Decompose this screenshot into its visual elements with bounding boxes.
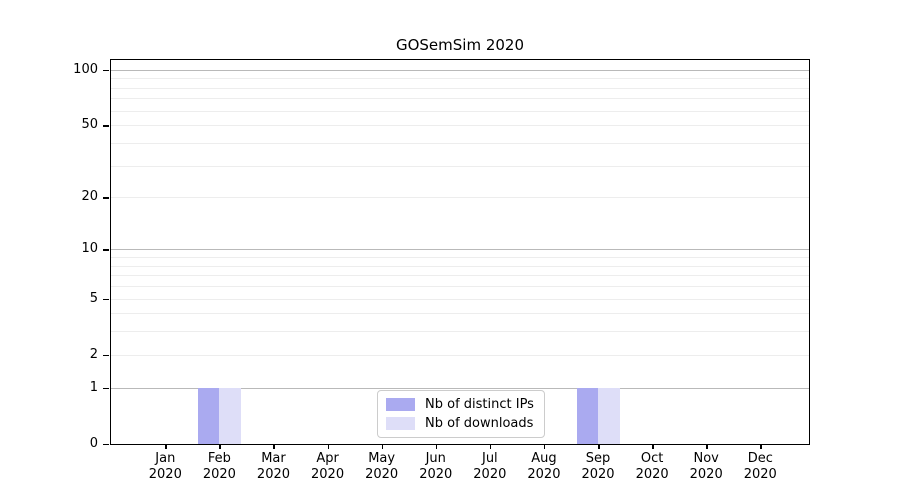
x-tick-label: Oct 2020 xyxy=(625,451,679,483)
x-tick xyxy=(706,444,708,449)
x-tick-label: Dec 2020 xyxy=(733,451,787,483)
y-tick xyxy=(103,249,109,251)
x-tick xyxy=(327,444,330,449)
bar-downloads xyxy=(219,387,241,444)
legend-item: Nb of distinct IPs xyxy=(386,397,534,412)
x-tick-month: Jan xyxy=(155,451,176,466)
bar-distinct-ips xyxy=(197,387,220,444)
major-gridline xyxy=(111,249,809,251)
x-tick-label: Mar 2020 xyxy=(246,451,300,483)
major-gridline xyxy=(111,387,809,389)
x-tick-label: Jun 2020 xyxy=(409,451,463,483)
x-tick-year: 2020 xyxy=(581,467,615,482)
minor-gridline xyxy=(111,78,809,80)
plot-area: Nb of distinct IPs Nb of downloads 0 1 2 5 10… xyxy=(73,59,810,482)
y-tick xyxy=(103,125,109,127)
x-tick-year: 2020 xyxy=(473,467,507,482)
x-tick-month: Jul xyxy=(481,451,498,466)
x-tick xyxy=(598,444,600,449)
x-tick-year: 2020 xyxy=(743,467,777,482)
major-gridline xyxy=(111,69,809,71)
y-tick-label: 50 xyxy=(81,117,98,133)
minor-gridline xyxy=(111,110,809,112)
x-tick-month: Mar xyxy=(261,451,286,466)
legend-swatch xyxy=(386,398,415,411)
y-tick xyxy=(103,197,109,199)
minor-gridline xyxy=(111,257,809,259)
chart-title: GOSemSim 2020 xyxy=(395,36,525,54)
x-tick-year: 2020 xyxy=(148,467,182,482)
legend: Nb of distinct IPs Nb of downloads xyxy=(377,390,545,438)
x-tick-month: Feb xyxy=(207,451,231,466)
x-tick xyxy=(543,444,546,449)
x-tick-year: 2020 xyxy=(635,467,669,482)
minor-gridline xyxy=(111,265,809,267)
x-tick-label: Sep 2020 xyxy=(571,451,625,483)
x-tick xyxy=(219,444,221,449)
x-tick-month: Jun xyxy=(425,451,446,466)
x-tick-label: Nov 2020 xyxy=(679,451,733,483)
x-tick-year: 2020 xyxy=(365,467,399,482)
legend-item: Nb of downloads xyxy=(386,416,534,431)
x-tick-month: Aug xyxy=(531,451,557,466)
x-tick-label: Feb 2020 xyxy=(192,451,246,483)
y-tick xyxy=(103,387,109,390)
x-tick-month: Apr xyxy=(316,451,339,466)
y-tick-label: 10 xyxy=(81,241,98,257)
x-tick-year: 2020 xyxy=(311,467,345,482)
x-tick-label: May 2020 xyxy=(355,451,409,483)
x-tick-label: Apr 2020 xyxy=(301,451,355,483)
y-tick xyxy=(103,354,109,357)
y-tick-label: 20 xyxy=(81,189,98,205)
minor-gridline xyxy=(111,165,809,167)
minor-gridline xyxy=(111,125,809,127)
legend-item-label: Nb of distinct IPs xyxy=(425,397,534,412)
legend-item-label: Nb of downloads xyxy=(425,416,534,431)
x-tick-year: 2020 xyxy=(202,467,236,482)
minor-gridline xyxy=(111,331,809,333)
minor-gridline xyxy=(111,87,809,89)
y-tick-label: 2 xyxy=(89,346,98,362)
x-tick-month: Oct xyxy=(640,451,664,466)
y-tick-label: 5 xyxy=(89,290,98,306)
x-tick xyxy=(652,444,654,449)
minor-gridline xyxy=(111,354,809,356)
x-tick xyxy=(760,444,762,449)
x-tick xyxy=(273,444,275,449)
x-tick xyxy=(489,444,492,449)
y-tick xyxy=(103,69,109,72)
x-tick-year: 2020 xyxy=(419,467,453,482)
legend-swatch xyxy=(386,417,415,430)
x-tick-label: Aug 2020 xyxy=(517,451,571,483)
minor-gridline xyxy=(111,197,809,199)
y-tick xyxy=(103,298,109,301)
x-tick-month: Dec xyxy=(747,451,773,466)
minor-gridline xyxy=(111,298,809,300)
minor-gridline xyxy=(111,313,809,315)
minor-gridline xyxy=(111,286,809,288)
x-tick-month: Sep xyxy=(585,451,611,466)
x-tick-month: May xyxy=(368,451,396,466)
y-tick xyxy=(103,443,109,446)
x-tick-month: Nov xyxy=(693,451,719,466)
y-tick-label: 0 xyxy=(89,435,98,451)
x-tick-year: 2020 xyxy=(256,467,291,482)
bar-distinct-ips xyxy=(576,387,599,444)
x-tick-label: Jul 2020 xyxy=(463,451,517,483)
minor-gridline xyxy=(111,142,809,144)
x-tick-label: Jan 2020 xyxy=(138,451,192,483)
x-tick-year: 2020 xyxy=(689,467,723,482)
x-tick xyxy=(165,444,167,449)
minor-gridline xyxy=(111,98,809,100)
x-tick-year: 2020 xyxy=(527,467,561,482)
bar-downloads xyxy=(598,387,620,444)
x-tick xyxy=(435,444,438,449)
minor-gridline xyxy=(111,275,809,277)
y-tick-label: 100 xyxy=(73,61,98,77)
y-tick-label: 1 xyxy=(89,379,98,395)
x-tick xyxy=(381,444,384,449)
